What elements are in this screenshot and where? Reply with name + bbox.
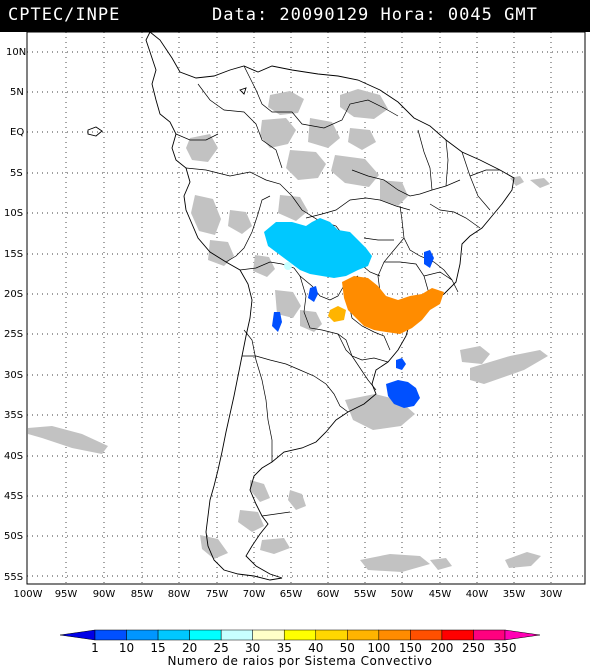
lat-label: 40S [4, 451, 23, 462]
mato-grosso-cluster [264, 218, 372, 278]
legend-swatch [378, 629, 411, 641]
legend-tick-label: 20 [182, 641, 197, 655]
legend-tick-label: 15 [150, 641, 165, 655]
legend-tick-label: 30 [245, 641, 260, 655]
legend-swatch [473, 629, 506, 641]
small-cyan-cell [284, 262, 292, 270]
lat-label: 20S [4, 289, 23, 300]
title-bar: CPTEC/INPE Data: 20090129 Hora: 0045 GMT [0, 0, 590, 32]
legend-tick-label: 100 [367, 641, 390, 655]
legend-tick-labels: 1 10 15 20 25 30 35 40 50 100 150 200 250 350 [91, 641, 516, 655]
legend-tick-label: 50 [340, 641, 355, 655]
lon-label: 55W [354, 589, 377, 600]
lat-label: 35S [4, 410, 23, 421]
lat-label: 50S [4, 531, 23, 542]
lon-label: 80W [168, 589, 191, 600]
lon-label: 95W [55, 589, 78, 600]
lat-label: 10N [6, 47, 26, 58]
legend-tick-label: 200 [430, 641, 453, 655]
lat-label: 5N [10, 87, 24, 98]
lat-label: 30S [4, 370, 23, 381]
cloud-cover [28, 89, 550, 572]
legend-tick-label: 1 [91, 641, 99, 655]
legend-swatch [252, 629, 285, 641]
lon-label: 60W [317, 589, 340, 600]
longitude-labels: 100W 95W 90W 85W 80W 75W 70W 65W 60W 55W… [14, 589, 563, 600]
legend-caption: Numero de raios por Sistema Convectivo [167, 654, 433, 668]
lat-label: 5S [10, 168, 23, 179]
lat-label: 15S [4, 249, 23, 260]
lon-label: 35W [503, 589, 526, 600]
map-frame [26, 32, 586, 585]
legend-tick-label: 250 [462, 641, 485, 655]
blue-cell-ne [424, 250, 434, 268]
legend-tick-label: 35 [277, 641, 292, 655]
lat-label: 25S [4, 329, 23, 340]
legend-tick-label: 150 [399, 641, 422, 655]
lon-label: 45W [429, 589, 452, 600]
country-borders [175, 65, 500, 517]
legend-swatch [59, 629, 96, 641]
color-scale-legend: 1 10 15 20 25 30 35 40 50 100 150 200 250 350 [59, 629, 541, 655]
coastline [87, 32, 515, 581]
orange-west-cell [328, 306, 346, 322]
legend-swatch [410, 629, 443, 641]
legend-swatch [157, 629, 190, 641]
lat-label: EQ [10, 127, 24, 138]
legend-bar [59, 629, 541, 641]
lon-label: 100W [14, 589, 43, 600]
lat-label: 45S [4, 491, 23, 502]
legend-swatch [94, 629, 127, 641]
legend-tick-label: 25 [214, 641, 229, 655]
legend-swatch [189, 629, 222, 641]
lon-label: 75W [206, 589, 229, 600]
legend-tick-label: 10 [119, 641, 134, 655]
map-panel: 10N 5N EQ 5S 10S 15S 20S 25S 30S 35S 40S… [4, 32, 586, 600]
lon-label: 50W [391, 589, 414, 600]
blue-cell-southwest [272, 312, 282, 332]
lightning-systems [264, 218, 444, 408]
legend-swatch [347, 629, 380, 641]
sao-paulo-cluster [342, 276, 444, 334]
datetime-label: Data: 20090129 Hora: 0045 GMT [212, 5, 538, 25]
legend-tick-label: 350 [494, 641, 517, 655]
legend-swatch [441, 629, 474, 641]
lon-label: 70W [243, 589, 266, 600]
lon-label: 65W [280, 589, 303, 600]
lon-label: 30W [540, 589, 563, 600]
lat-label: 10S [4, 208, 23, 219]
legend-swatch [220, 629, 253, 641]
legend-swatch [504, 629, 541, 641]
agency-label: CPTEC/INPE [8, 5, 121, 25]
legend-tick-label: 40 [308, 641, 323, 655]
latitude-labels: 10N 5N EQ 5S 10S 15S 20S 25S 30S 35S 40S… [4, 47, 26, 583]
rio-grande-do-sul-cluster [386, 380, 420, 408]
legend-swatch [315, 629, 348, 641]
blue-cell-west [308, 286, 318, 302]
legend-swatch [126, 629, 159, 641]
lon-label: 85W [131, 589, 154, 600]
legend-swatch [283, 629, 317, 641]
blue-cell-se [396, 358, 406, 370]
lon-label: 40W [466, 589, 489, 600]
lon-label: 90W [93, 589, 116, 600]
lat-label: 55S [4, 572, 23, 583]
